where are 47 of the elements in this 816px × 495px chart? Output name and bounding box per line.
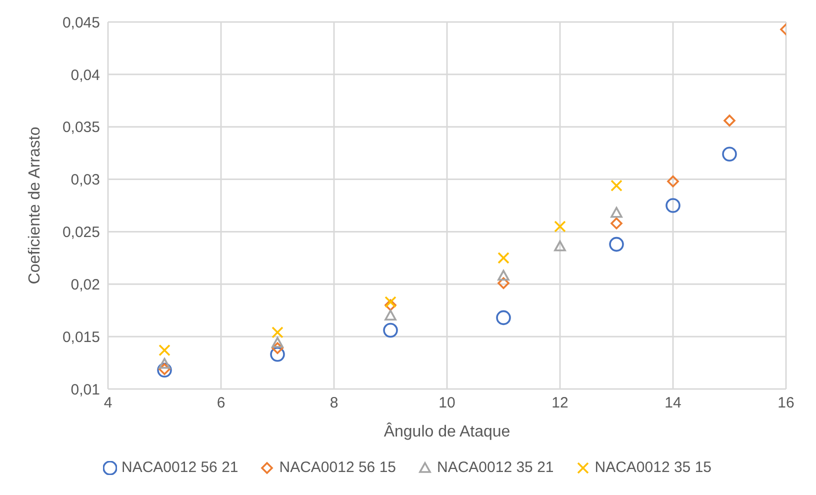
x-tick-label: 16: [778, 394, 794, 412]
legend-label: NACA0012 56 21: [120, 459, 238, 476]
legend-label: NACA0012 35 15: [594, 459, 712, 476]
point: [384, 310, 396, 320]
point: [158, 358, 170, 369]
y-tick-label: 0,015: [62, 328, 100, 346]
y-tick-label: 0,045: [62, 14, 100, 32]
point: [272, 336, 284, 348]
x-tick-label: 4: [104, 394, 112, 412]
x-tick-label: 10: [438, 394, 456, 412]
legend-label: NACA0012 35 21: [436, 459, 554, 476]
y-tick-label: 0,025: [62, 224, 100, 242]
y-tick-label: 0,02: [70, 276, 100, 294]
point: [272, 326, 284, 338]
point: [610, 217, 622, 230]
point: [722, 146, 737, 162]
point: [498, 252, 510, 264]
y-tick-label: 0,01: [70, 381, 100, 398]
point: [270, 346, 285, 362]
point: [383, 322, 398, 338]
x-tick-label: 6: [216, 394, 226, 412]
point: [384, 296, 396, 308]
point: [384, 299, 396, 312]
legend-label: NACA0012 56 15: [278, 459, 396, 476]
point: [610, 206, 622, 218]
point: [724, 114, 736, 126]
x-axis-title: Ângulo de Ataque: [384, 422, 510, 440]
point: [667, 175, 679, 188]
point: [496, 310, 511, 326]
y-tick-label: 0,035: [62, 119, 100, 136]
x-tick-label: 12: [552, 394, 568, 412]
point: [554, 240, 566, 252]
x-tick-label: 14: [664, 394, 682, 412]
point: [666, 198, 680, 213]
y-tick-label: 0,04: [70, 66, 100, 84]
point: [272, 342, 284, 354]
point: [158, 344, 170, 356]
point: [158, 363, 170, 375]
point: [610, 180, 622, 192]
x-tick-label: 8: [330, 394, 338, 412]
point: [157, 362, 172, 378]
point: [498, 270, 510, 281]
point: [498, 277, 510, 289]
y-axis-title: Coeficiente de Arrasto: [26, 126, 44, 284]
y-tick-label: 0,03: [70, 172, 100, 189]
point: [609, 236, 624, 252]
point: [554, 220, 566, 232]
